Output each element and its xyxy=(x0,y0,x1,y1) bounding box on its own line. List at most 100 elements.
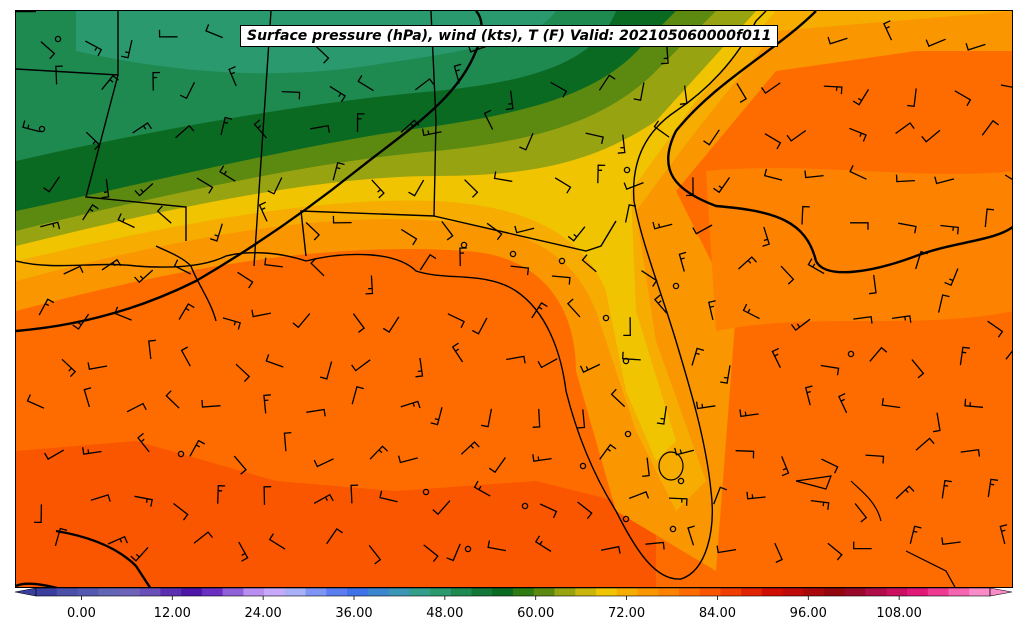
wind-barb xyxy=(716,545,737,554)
wind-barb xyxy=(510,265,530,276)
calm-wind-circle xyxy=(521,502,529,510)
wind-barb xyxy=(493,171,513,183)
colorbar-cell xyxy=(284,588,307,596)
wind-barb xyxy=(87,362,108,370)
wind-barb xyxy=(310,124,330,133)
wind-barb xyxy=(114,306,132,321)
wind-barb xyxy=(165,390,180,409)
wind-barb xyxy=(72,313,90,330)
wind-barb xyxy=(687,525,695,546)
wind-barb xyxy=(379,490,398,503)
wind-barb xyxy=(656,406,667,425)
wind-barb xyxy=(925,38,946,47)
wind-barb xyxy=(708,300,716,321)
calm-wind-circle xyxy=(509,250,517,258)
colorbar-cell xyxy=(741,588,763,596)
colorbar-tick-labels: 0.00 12.00 24.00 36.00 48.00 60.00 72.00 84.00 9… xyxy=(0,606,1022,626)
wind-barb xyxy=(357,75,374,92)
calm-wind-circle xyxy=(579,462,587,470)
colorbar-cell xyxy=(782,588,804,596)
wind-barb xyxy=(850,222,869,230)
wind-barb xyxy=(148,339,156,360)
wind-barb xyxy=(356,113,365,132)
wind-barb xyxy=(365,275,374,295)
wind-barb xyxy=(865,454,885,464)
wind-barb xyxy=(911,359,925,379)
wind-barb xyxy=(981,119,999,136)
wind-barb xyxy=(804,170,824,179)
wind-barb xyxy=(801,205,810,225)
wind-barb xyxy=(451,342,464,363)
wind-barb xyxy=(869,346,888,362)
wind-barb xyxy=(823,85,843,95)
wind-barb xyxy=(566,298,581,318)
wind-barb xyxy=(329,85,346,103)
wind-barb xyxy=(771,347,781,368)
wind-barb xyxy=(567,226,586,242)
wind-barb xyxy=(101,258,122,271)
wind-barb xyxy=(90,494,111,502)
colorbar-cell xyxy=(637,588,659,596)
wind-barb xyxy=(414,78,435,91)
wind-barb xyxy=(419,253,437,271)
wind-barb xyxy=(54,527,68,546)
wind-barb xyxy=(554,177,572,194)
wind-barb xyxy=(22,120,41,133)
wind-barb xyxy=(306,408,326,417)
wind-barb xyxy=(934,176,955,185)
calm-wind-circle xyxy=(669,525,677,533)
colorbar-cell xyxy=(595,588,618,596)
colorbar-cell xyxy=(533,588,555,596)
wind-barb xyxy=(205,24,223,39)
wind-barb xyxy=(134,183,154,197)
wind-barb xyxy=(984,208,995,228)
wind-barb xyxy=(217,485,226,504)
calm-wind-circle xyxy=(460,241,468,249)
wind-barb xyxy=(763,168,783,181)
wind-barb xyxy=(400,228,418,246)
wind-barb xyxy=(268,533,286,550)
wind-barb xyxy=(780,265,795,285)
calm-wind-circle xyxy=(847,350,855,358)
wind-barb xyxy=(534,535,552,552)
wind-barb xyxy=(85,40,103,57)
wind-barb xyxy=(117,213,135,229)
wind-barb xyxy=(486,222,503,241)
colorbar-cell xyxy=(886,588,908,596)
calm-wind-circle xyxy=(177,450,185,458)
wind-barb xyxy=(600,545,621,554)
wind-barb xyxy=(720,365,731,384)
wind-barb xyxy=(193,531,214,544)
wind-barb xyxy=(314,45,330,64)
wind-barb xyxy=(581,254,597,273)
calm-wind-circle xyxy=(558,257,566,265)
colorbar-extend-high xyxy=(989,587,1013,597)
colorbar-cell xyxy=(139,588,161,596)
wind-barb xyxy=(156,205,172,224)
wind-barb xyxy=(738,256,757,270)
wind-barb xyxy=(467,45,488,53)
wind-barb xyxy=(585,132,604,145)
wind-barb xyxy=(464,179,479,198)
wind-barb xyxy=(201,399,221,408)
wind-barb xyxy=(854,503,868,523)
wind-barb xyxy=(351,386,364,405)
wind-barb xyxy=(653,120,670,138)
wind-barb xyxy=(959,346,970,366)
colorbar-tick-label: 96.00 xyxy=(789,606,827,621)
wind-barb xyxy=(895,174,915,183)
colorbar-cell xyxy=(844,588,867,596)
wind-barb xyxy=(446,543,461,562)
wind-barb xyxy=(319,361,333,380)
wind-barb xyxy=(400,119,420,133)
wind-barb xyxy=(781,456,790,477)
wind-barb xyxy=(44,449,65,460)
wind-barb xyxy=(352,313,366,333)
calm-wind-circle xyxy=(677,477,685,485)
wind-barb xyxy=(371,179,385,199)
wind-barb xyxy=(421,128,442,137)
colorbar-cell xyxy=(492,588,514,596)
wind-barb xyxy=(599,443,617,460)
wind-barb xyxy=(940,224,960,235)
wind-barb xyxy=(678,251,687,272)
